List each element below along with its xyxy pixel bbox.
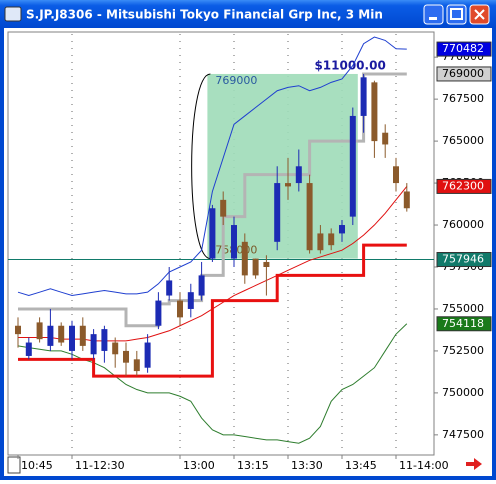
- candle-body: [339, 225, 345, 234]
- y-tick-label: 760000: [442, 218, 484, 231]
- candle-body: [101, 329, 108, 351]
- title-bar: [0, 0, 496, 28]
- price-marker-label: 757946: [442, 253, 484, 266]
- app-icon: [4, 6, 22, 22]
- candle-body: [90, 334, 97, 355]
- candle-body: [317, 233, 324, 251]
- candle-body: [220, 199, 227, 217]
- window-title: S.JP.J8306 - Mitsubishi Tokyo Financial …: [26, 8, 383, 22]
- y-tick-label: 747500: [442, 428, 484, 441]
- x-tick-label: 13:00: [183, 459, 215, 472]
- candle-body: [403, 191, 410, 209]
- price-marker: [436, 41, 492, 57]
- x-tick-label: 13:15: [237, 459, 269, 472]
- candle-body: [349, 115, 356, 217]
- x-tick-label: 13:45: [345, 459, 377, 472]
- candle-body: [393, 166, 399, 184]
- candle-body: [155, 300, 162, 326]
- x-tick-label: 10:45: [21, 459, 53, 472]
- indicator-line: [18, 243, 407, 378]
- candle-body: [274, 183, 281, 242]
- price-marker: [436, 66, 492, 82]
- candle-body: [285, 183, 291, 187]
- price-marker-label: 762300: [442, 179, 484, 192]
- price-marker-label: 769000: [442, 67, 484, 80]
- range-oval: [191, 73, 211, 260]
- candle-body: [58, 325, 65, 343]
- candle-body: [36, 322, 43, 340]
- candle-body: [231, 225, 237, 259]
- candle-body: [209, 208, 216, 259]
- y-tick-label: 750000: [442, 386, 484, 399]
- candle-body: [198, 275, 205, 296]
- candle-body: [177, 300, 183, 318]
- candle-body: [295, 166, 302, 184]
- candle-body: [263, 261, 270, 267]
- candle-body: [371, 82, 378, 142]
- candle-body: [360, 77, 367, 116]
- maximize-button[interactable]: [446, 4, 467, 25]
- close-button[interactable]: [469, 4, 490, 25]
- candle-body: [25, 342, 32, 356]
- candle-body: [241, 241, 248, 276]
- price-marker-label: 754118: [442, 317, 484, 330]
- candle-body: [112, 342, 119, 355]
- candle-body: [79, 325, 86, 346]
- candle-body: [252, 258, 259, 276]
- candle-body: [328, 233, 335, 246]
- candle-body: [47, 325, 54, 346]
- price-marker: [436, 252, 492, 268]
- candle-body: [133, 359, 140, 372]
- candle-body: [123, 350, 129, 363]
- y-tick-label: 767500: [442, 92, 484, 105]
- price-marker-label: 770482: [442, 42, 484, 55]
- scroll-box[interactable]: [7, 456, 21, 474]
- x-tick-label: 11-14:00: [399, 459, 449, 472]
- price-marker: [436, 178, 492, 194]
- candle-body: [69, 325, 75, 351]
- x-tick-label: 11-12:30: [75, 459, 125, 472]
- candle-body: [187, 292, 194, 309]
- candle-body: [382, 132, 389, 145]
- indicator-line: [18, 72, 407, 328]
- y-tick-label: 765000: [442, 134, 484, 147]
- candle-body: [306, 183, 313, 251]
- candle-body: [166, 280, 173, 296]
- candle-body: [15, 325, 21, 335]
- box-high-label: 769000: [215, 74, 257, 87]
- range-box: [207, 73, 358, 259]
- minimize-button[interactable]: [423, 4, 444, 25]
- indicator-line: [17, 36, 407, 297]
- box-label: $11000.00: [314, 58, 385, 72]
- x-tick-label: 13:30: [291, 459, 323, 472]
- y-tick-label: 755000: [442, 302, 484, 315]
- price-marker: [436, 316, 492, 332]
- candle-body: [144, 342, 151, 368]
- scroll-right-arrow[interactable]: [466, 458, 482, 470]
- y-tick-label: 752500: [442, 344, 484, 357]
